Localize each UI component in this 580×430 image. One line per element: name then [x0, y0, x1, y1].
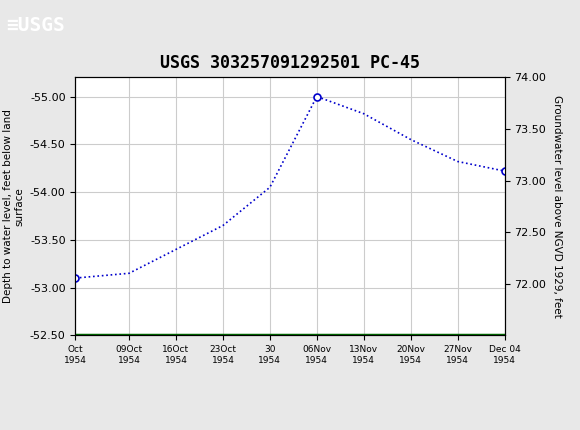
Y-axis label: Groundwater level above NGVD 1929, feet: Groundwater level above NGVD 1929, feet — [552, 95, 562, 318]
Text: ≡USGS: ≡USGS — [6, 16, 64, 35]
Legend:  — [285, 409, 295, 419]
Text: USGS 303257091292501 PC-45: USGS 303257091292501 PC-45 — [160, 54, 420, 72]
Y-axis label: Depth to water level, feet below land
surface: Depth to water level, feet below land su… — [3, 110, 24, 303]
